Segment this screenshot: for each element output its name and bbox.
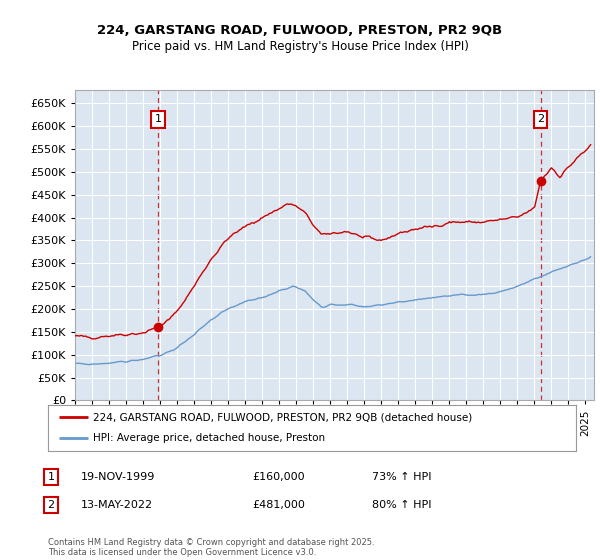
Text: 2: 2 <box>537 114 544 124</box>
Text: Price paid vs. HM Land Registry's House Price Index (HPI): Price paid vs. HM Land Registry's House … <box>131 40 469 53</box>
Text: 80% ↑ HPI: 80% ↑ HPI <box>372 500 431 510</box>
Text: 19-NOV-1999: 19-NOV-1999 <box>81 472 155 482</box>
Text: HPI: Average price, detached house, Preston: HPI: Average price, detached house, Pres… <box>93 433 325 444</box>
Text: 1: 1 <box>47 472 55 482</box>
Text: 73% ↑ HPI: 73% ↑ HPI <box>372 472 431 482</box>
Text: 1: 1 <box>155 114 161 124</box>
Text: Contains HM Land Registry data © Crown copyright and database right 2025.
This d: Contains HM Land Registry data © Crown c… <box>48 538 374 557</box>
Text: 13-MAY-2022: 13-MAY-2022 <box>81 500 153 510</box>
Text: 224, GARSTANG ROAD, FULWOOD, PRESTON, PR2 9QB (detached house): 224, GARSTANG ROAD, FULWOOD, PRESTON, PR… <box>93 412 472 422</box>
Text: £160,000: £160,000 <box>252 472 305 482</box>
Text: 2: 2 <box>47 500 55 510</box>
Text: 224, GARSTANG ROAD, FULWOOD, PRESTON, PR2 9QB: 224, GARSTANG ROAD, FULWOOD, PRESTON, PR… <box>97 24 503 36</box>
Text: £481,000: £481,000 <box>252 500 305 510</box>
